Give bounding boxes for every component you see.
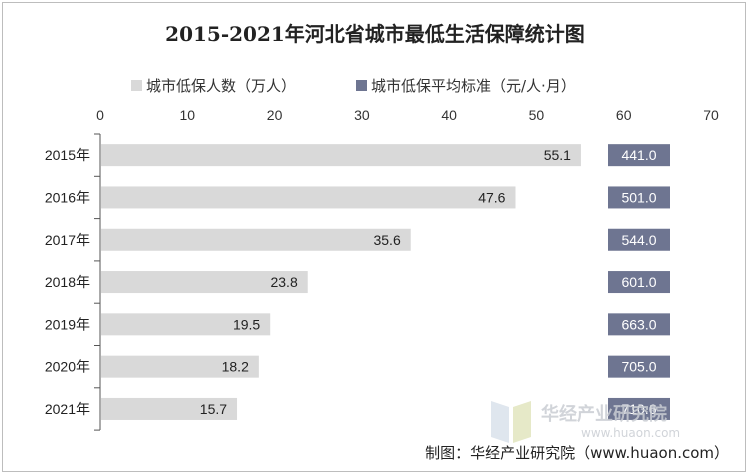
standard-value-label: 663.0 <box>621 316 656 332</box>
watermark-logo-right <box>513 401 531 443</box>
x-tick-label: 70 <box>703 107 719 123</box>
standard-box <box>608 271 670 294</box>
legend-swatch-people <box>131 80 142 91</box>
standard-value-label: 601.0 <box>621 274 656 290</box>
people-value-label: 35.6 <box>373 232 400 248</box>
people-value-label: 23.8 <box>270 274 297 290</box>
x-tick-label: 40 <box>441 107 457 123</box>
people-bar <box>101 271 308 294</box>
x-tick-label: 20 <box>267 107 283 123</box>
standard-value-label: 710.6 <box>621 401 656 417</box>
people-bar <box>101 186 516 209</box>
people-bar <box>101 355 259 378</box>
people-value-label: 55.1 <box>544 147 571 163</box>
standard-boxes: 441.0 501.0 544.0 601.0 663.0 705.0 710.6 <box>608 144 670 420</box>
watermark-brand: 华经产业研究院 <box>541 403 667 425</box>
standard-box <box>608 228 670 251</box>
chart-frame: 2015-2021年河北省城市最低生活保障统计图 城市低保人数（万人） 城市低保… <box>2 2 746 472</box>
x-tick-label: 0 <box>96 107 104 123</box>
watermark-logo <box>491 401 509 443</box>
watermark-url: www.huaon.com <box>581 426 680 440</box>
standard-box <box>608 355 670 378</box>
category-label: 2016年 <box>45 189 90 205</box>
people-bar <box>101 144 581 167</box>
legend-label-standard: 城市低保平均标准（元/人·月） <box>371 77 576 95</box>
standard-value-label: 501.0 <box>621 189 656 205</box>
chart-title: 2015-2021年河北省城市最低生活保障统计图 <box>165 22 585 46</box>
legend-swatch-standard <box>356 80 367 91</box>
standard-value-label: 705.0 <box>621 359 656 375</box>
standard-box <box>608 313 670 336</box>
people-value-label: 19.5 <box>233 316 260 332</box>
x-tick-label: 60 <box>616 107 632 123</box>
standard-value-label: 441.0 <box>621 147 656 163</box>
source-note: 制图：华经产业研究院（www.huaon.com） <box>425 444 729 462</box>
standard-box <box>608 186 670 209</box>
standard-value-label: 544.0 <box>621 232 656 248</box>
category-label: 2020年 <box>45 359 90 375</box>
legend-label-people: 城市低保人数（万人） <box>146 77 296 95</box>
standard-box <box>608 144 670 167</box>
category-label: 2019年 <box>45 316 90 332</box>
people-value-label: 15.7 <box>200 401 227 417</box>
people-bar <box>101 228 411 251</box>
people-bar <box>101 313 271 336</box>
category-label: 2018年 <box>45 274 90 290</box>
category-label: 2015年 <box>45 147 90 163</box>
people-value-label: 18.2 <box>222 359 249 375</box>
legend: 城市低保人数（万人） 城市低保平均标准（元/人·月） <box>131 77 576 95</box>
x-tick-label: 30 <box>354 107 370 123</box>
standard-box <box>608 397 670 420</box>
category-labels: 2015年 2016年 2017年 2018年 2019年 2020年 2021年 <box>45 133 100 431</box>
people-bars <box>101 144 581 420</box>
chart-svg: 2015-2021年河北省城市最低生活保障统计图 城市低保人数（万人） 城市低保… <box>45 22 729 462</box>
people-bar <box>101 397 238 420</box>
watermark: 华经产业研究院 www.huaon.com <box>491 401 680 443</box>
x-tick-label: 50 <box>529 107 545 123</box>
category-label: 2021年 <box>45 401 90 417</box>
category-label: 2017年 <box>45 232 90 248</box>
people-value-labels: 55.1 47.6 35.6 23.8 19.5 18.2 15.7 <box>200 147 571 417</box>
people-value-label: 47.6 <box>478 189 505 205</box>
x-tick-labels: 0 10 20 30 40 50 60 70 <box>96 107 719 123</box>
x-tick-label: 10 <box>179 107 195 123</box>
